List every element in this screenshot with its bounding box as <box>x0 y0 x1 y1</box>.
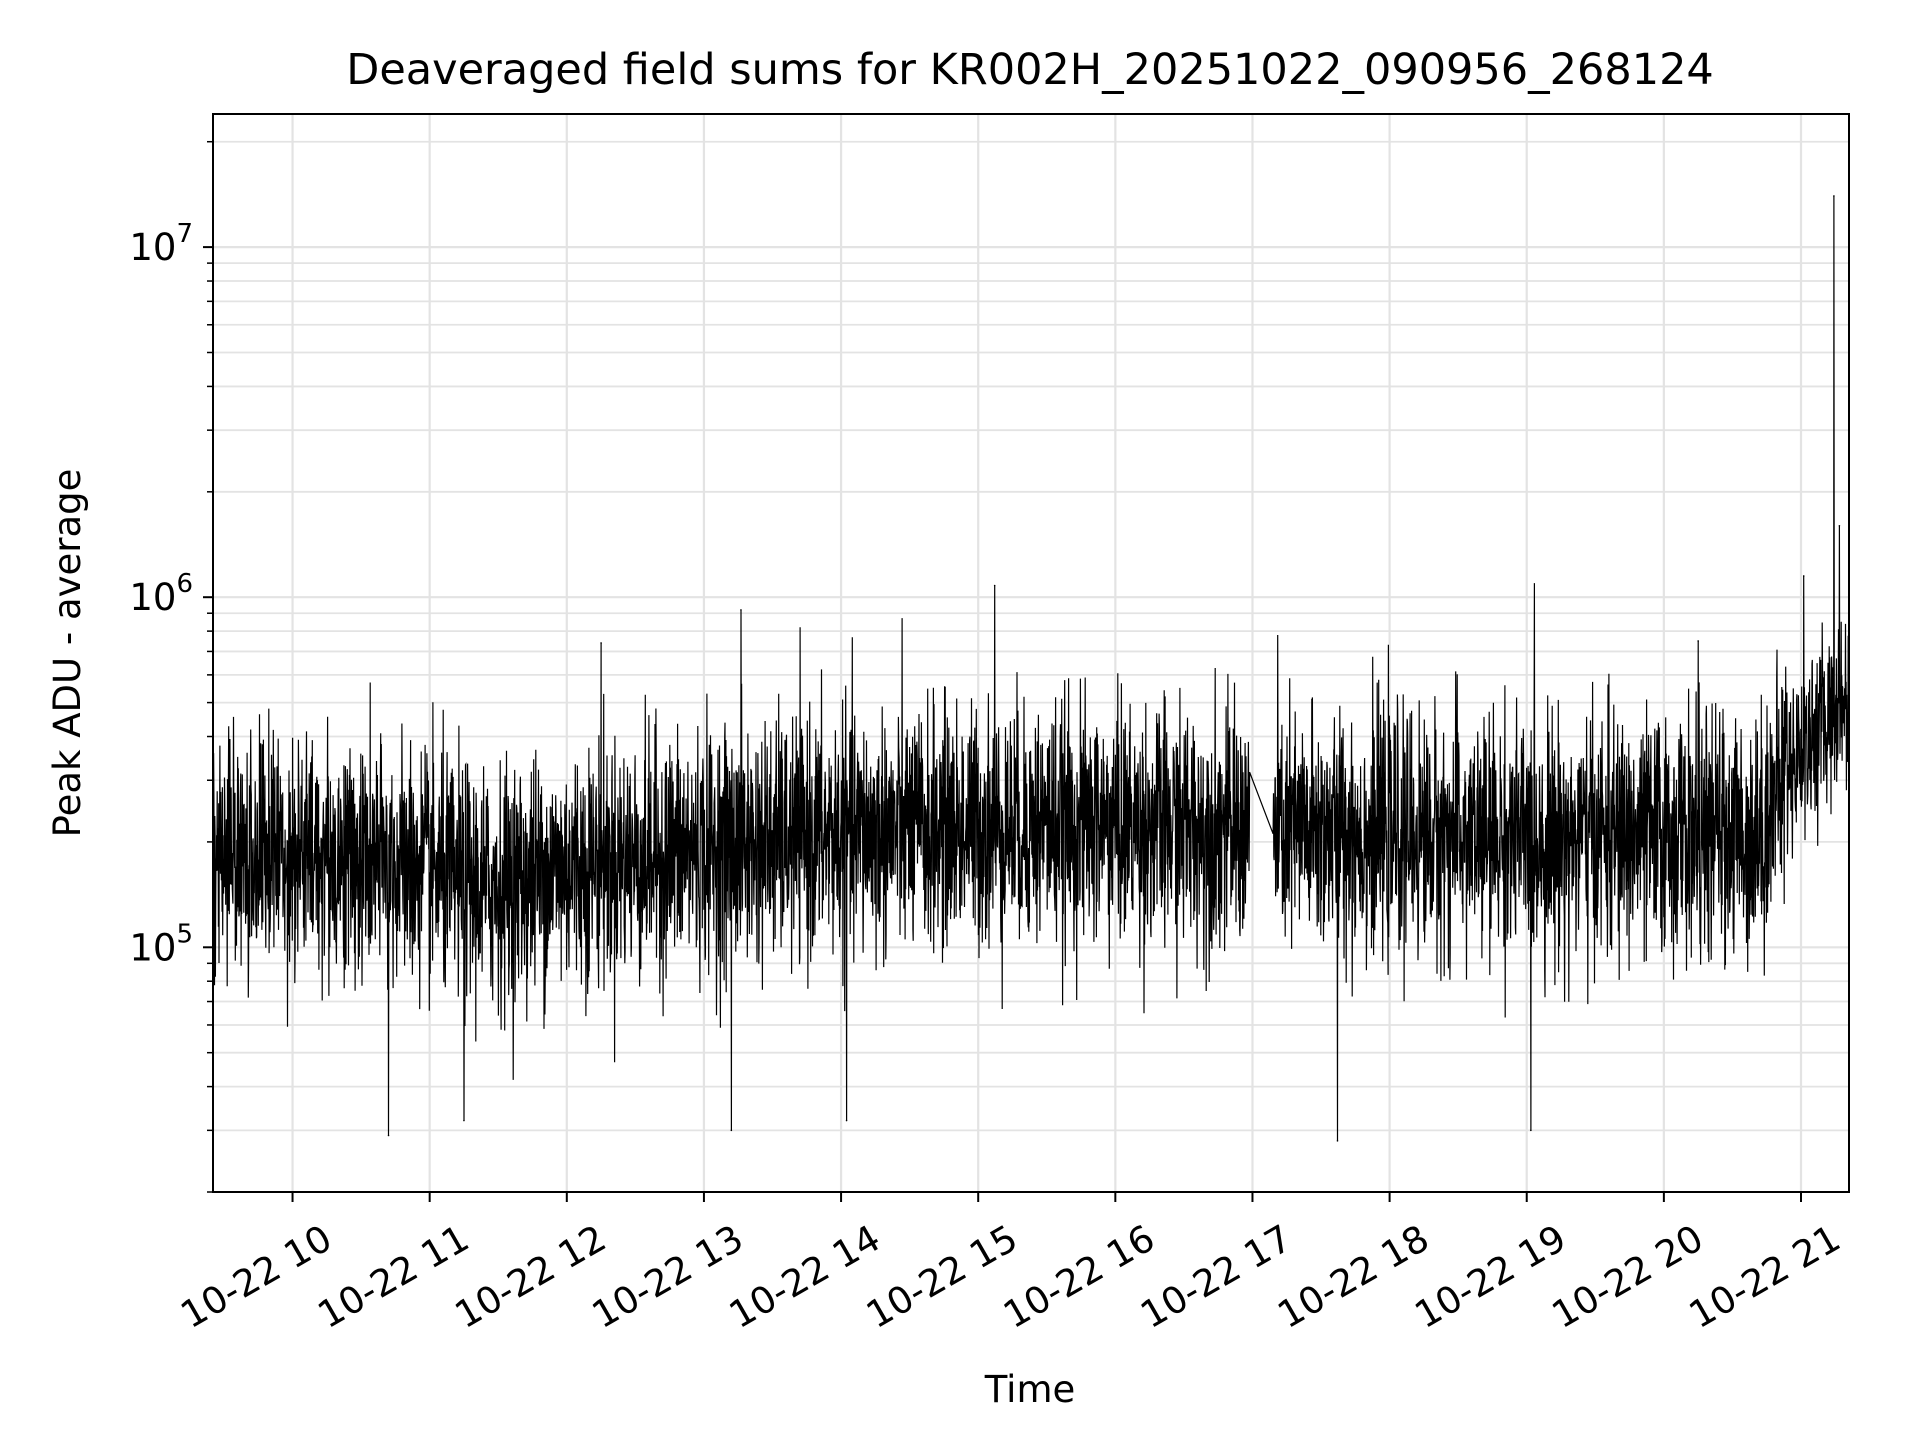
y-tick-label: 107 <box>129 219 193 269</box>
y-tick-base: 10 <box>129 226 176 269</box>
dip-point <box>730 1129 733 1132</box>
dip-point <box>1336 1140 1339 1142</box>
dip-point <box>387 1134 390 1137</box>
dip-point <box>1530 1129 1532 1132</box>
spike-point <box>1802 575 1805 577</box>
y-axis-label: Peak ADU - average <box>46 469 89 838</box>
spike-point <box>740 609 742 611</box>
chart-title: Deaveraged field sums for KR002H_2025102… <box>346 45 1714 95</box>
y-tick-exponent: 6 <box>176 569 193 599</box>
series-line <box>213 195 1849 1141</box>
spike-point <box>993 584 996 587</box>
y-tick-label: 105 <box>129 919 193 969</box>
spike-point <box>600 642 602 644</box>
plot-frame <box>212 113 1850 1193</box>
y-tick-exponent: 5 <box>176 919 193 949</box>
y-tick-label: 106 <box>129 569 193 619</box>
x-axis-label: Time <box>984 1368 1076 1411</box>
dip-point <box>463 1119 465 1122</box>
spike-point <box>1833 195 1835 197</box>
y-tick-exponent: 7 <box>176 219 193 249</box>
spike-point <box>1838 524 1841 527</box>
dip-point <box>845 1119 848 1122</box>
y-tick-base: 10 <box>129 926 176 969</box>
grid <box>213 114 1849 1193</box>
spike-point <box>1697 640 1699 642</box>
y-tick-base: 10 <box>129 576 176 619</box>
series-group <box>213 195 1849 1142</box>
